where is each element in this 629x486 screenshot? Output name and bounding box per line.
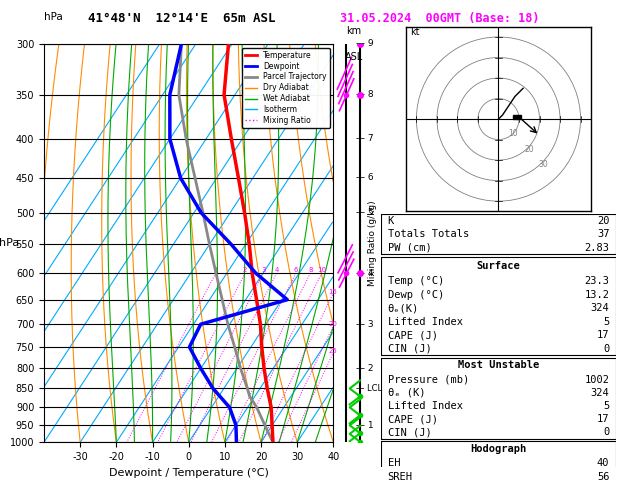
Text: 6: 6 [294,267,298,273]
Text: hPa: hPa [0,238,19,248]
Text: kt: kt [410,27,420,37]
Text: 5: 5 [603,401,610,411]
Text: Totals Totals: Totals Totals [387,229,469,239]
Text: 10: 10 [508,129,518,138]
Text: SREH: SREH [387,472,413,482]
X-axis label: Dewpoint / Temperature (°C): Dewpoint / Temperature (°C) [109,468,269,478]
Text: km: km [346,26,362,36]
Text: θₑ (K): θₑ (K) [387,388,425,398]
Text: Lifted Index: Lifted Index [387,401,462,411]
Text: 13.2: 13.2 [584,290,610,300]
Text: ASL: ASL [345,52,363,62]
Text: K: K [387,216,394,226]
Text: hPa: hPa [44,12,63,22]
Text: 4: 4 [274,267,279,273]
Text: 2.83: 2.83 [584,243,610,253]
Text: 20: 20 [525,145,534,155]
Text: 56: 56 [597,472,610,482]
Text: 324: 324 [591,388,610,398]
Text: 0: 0 [603,344,610,354]
Text: 15: 15 [328,289,337,295]
Text: 41°48'N  12°14'E  65m ASL: 41°48'N 12°14'E 65m ASL [88,12,276,25]
Text: 3: 3 [261,267,265,273]
Text: 25: 25 [328,348,337,354]
Text: Hodograph: Hodograph [470,444,526,454]
Text: Temp (°C): Temp (°C) [387,276,444,286]
Text: 23.3: 23.3 [584,276,610,286]
Text: — 9: — 9 [356,39,374,48]
Text: — 3: — 3 [356,320,374,329]
Text: 20: 20 [597,216,610,226]
Text: Mixing Ratio (g/kg): Mixing Ratio (g/kg) [368,200,377,286]
Text: 0: 0 [603,427,610,437]
Text: Dewp (°C): Dewp (°C) [387,290,444,300]
Text: 2: 2 [243,267,247,273]
Text: Pressure (mb): Pressure (mb) [387,375,469,384]
Text: 8: 8 [308,267,313,273]
Text: — 5: — 5 [356,208,374,217]
Text: 17: 17 [597,330,610,340]
Text: 20: 20 [328,321,337,327]
Text: 5: 5 [603,317,610,327]
Text: 30: 30 [539,160,548,169]
Text: — 7: — 7 [356,135,374,143]
Text: — 8: — 8 [356,90,374,99]
Text: Most Unstable: Most Unstable [458,361,539,370]
Text: Surface: Surface [477,260,520,271]
Text: CIN (J): CIN (J) [387,427,431,437]
Text: CIN (J): CIN (J) [387,344,431,354]
Text: — 4: — 4 [356,269,374,278]
Text: CAPE (J): CAPE (J) [387,414,438,424]
Text: — 6: — 6 [356,174,374,182]
Text: θₑ(K): θₑ(K) [387,303,419,313]
Text: 31.05.2024  00GMT (Base: 18): 31.05.2024 00GMT (Base: 18) [340,12,539,25]
Text: EH: EH [387,458,400,469]
Text: 37: 37 [597,229,610,239]
Text: CAPE (J): CAPE (J) [387,330,438,340]
Text: — 2: — 2 [356,364,374,373]
Text: 1002: 1002 [584,375,610,384]
Text: 17: 17 [597,414,610,424]
Text: Lifted Index: Lifted Index [387,317,462,327]
Text: 324: 324 [591,303,610,313]
Text: — 1: — 1 [356,421,374,430]
Text: 10: 10 [317,267,326,273]
Text: PW (cm): PW (cm) [387,243,431,253]
Text: — LCL: — LCL [356,384,382,393]
Text: 40: 40 [597,458,610,469]
Legend: Temperature, Dewpoint, Parcel Trajectory, Dry Adiabat, Wet Adiabat, Isotherm, Mi: Temperature, Dewpoint, Parcel Trajectory… [242,48,330,128]
Text: 1: 1 [214,267,218,273]
